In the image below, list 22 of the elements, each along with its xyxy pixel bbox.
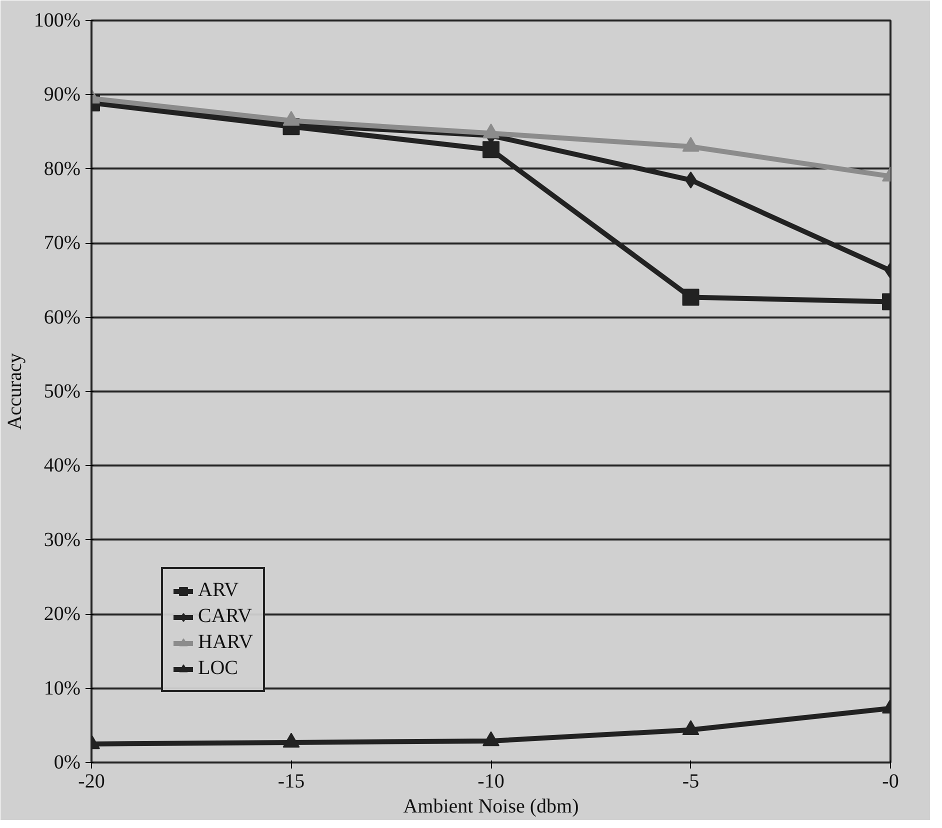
legend-label: HARV [198, 631, 254, 654]
y-tick-label: 20% [44, 603, 81, 626]
y-tick-label: 90% [44, 84, 81, 106]
y-tick-label: 60% [44, 306, 81, 328]
legend-label: LOC [198, 657, 238, 680]
legend-label: ARV [198, 579, 239, 602]
x-tick-label: -0 [882, 770, 899, 792]
y-tick-label: 100% [34, 10, 81, 32]
y-tick-label: 70% [44, 232, 81, 254]
x-tick-label: -10 [478, 770, 504, 792]
y-tick-label: 40% [44, 454, 81, 477]
y-tick-label: 0% [54, 752, 81, 774]
y-tick-label: 80% [44, 158, 81, 180]
legend-label: CARV [198, 605, 252, 628]
y-axis-title: Accuracy [4, 353, 26, 430]
y-tick-label: 50% [44, 380, 81, 402]
x-tick-label: -20 [78, 770, 105, 792]
y-tick-label: 10% [44, 677, 81, 700]
x-tick-label: -5 [682, 770, 700, 792]
y-tick-label: 30% [44, 528, 81, 551]
x-tick-label: -15 [278, 770, 305, 792]
x-axis-title: Ambient Noise (dbm) [403, 796, 579, 818]
